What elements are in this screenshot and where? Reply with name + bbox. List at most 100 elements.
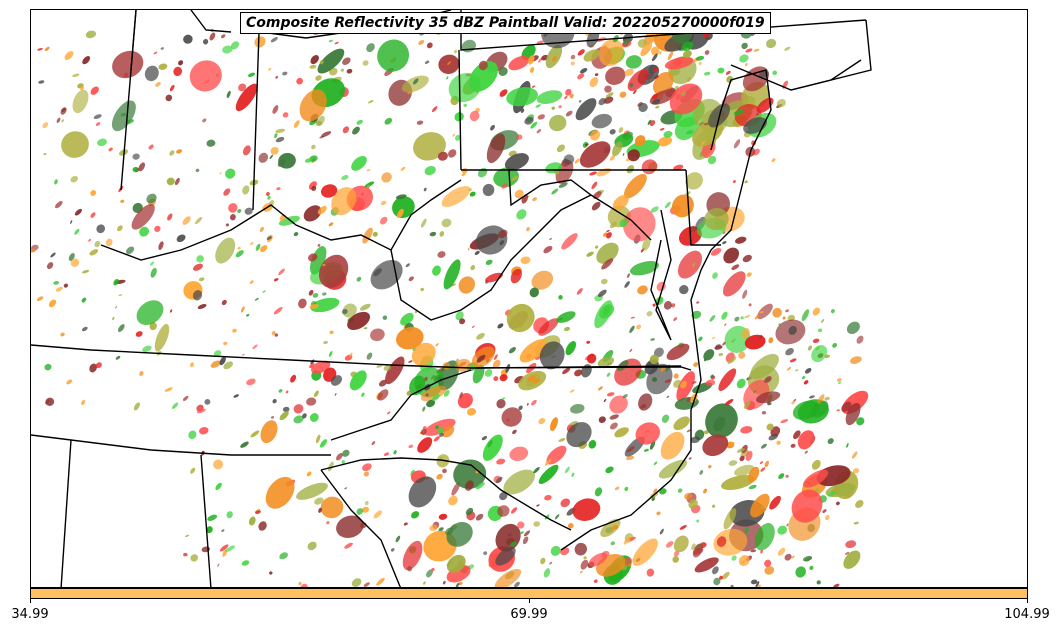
paintball-blob <box>364 181 375 188</box>
paintball-blob <box>169 150 175 156</box>
paintball-blob <box>718 352 724 357</box>
paintball-blob <box>269 571 273 575</box>
paintball-blob <box>209 32 216 41</box>
colorbar-tick-min <box>30 599 31 603</box>
paintball-blob <box>459 318 466 325</box>
paintball-blob <box>149 322 157 331</box>
paintball-blob <box>189 60 222 92</box>
paintball-blob <box>536 40 544 45</box>
paintball-blob <box>529 67 535 73</box>
paintball-blob <box>436 473 443 480</box>
paintball-blob <box>274 333 279 337</box>
paintball-blob <box>475 513 484 521</box>
paintball-blob <box>637 39 647 48</box>
paintball-blob <box>478 60 488 71</box>
reflectivity-map <box>31 10 872 587</box>
paintball-blob <box>474 250 480 256</box>
paintball-blob <box>497 505 510 517</box>
paintball-blob <box>46 262 54 270</box>
paintball-blob <box>485 272 503 283</box>
paintball-blob <box>70 220 73 224</box>
paintball-blob <box>614 427 629 438</box>
paintball-blob <box>660 37 665 41</box>
paintball-blob <box>408 444 414 449</box>
paintball-blob <box>43 152 47 156</box>
paintball-blob <box>610 541 615 546</box>
paintball-blob <box>576 288 583 295</box>
colorbar-tick-label-min: 34.99 <box>11 607 49 622</box>
paintball-blob <box>750 549 757 553</box>
paintball-blob <box>803 469 829 488</box>
paintball-blob <box>158 241 164 250</box>
paintball-blob <box>126 246 135 255</box>
paintball-blob <box>704 208 729 231</box>
paintball-blob <box>247 72 256 77</box>
paintball-blob <box>627 149 640 162</box>
paintball-blob <box>176 234 186 243</box>
paintball-blob <box>144 65 159 82</box>
paintball-blob <box>618 127 624 133</box>
paintball-blob <box>176 149 183 154</box>
paintball-blob <box>317 243 321 247</box>
paintball-blob <box>574 369 583 377</box>
paintball-blob <box>482 183 495 197</box>
paintball-blob <box>363 471 370 477</box>
paintball-blob <box>300 583 308 587</box>
paintball-blob <box>328 39 333 43</box>
paintball-blob <box>502 397 506 400</box>
nc-va-border <box>475 366 692 371</box>
paintball-blob <box>600 278 608 285</box>
paintball-blob <box>532 378 541 384</box>
sc-ga-border <box>320 469 401 587</box>
paintball-blob <box>293 415 304 424</box>
paintball-blob <box>543 568 551 578</box>
long-island <box>790 59 862 91</box>
paintball-blob <box>95 122 101 127</box>
paintball-blob <box>659 528 664 535</box>
paintball-blob <box>366 169 371 172</box>
paintball-blob <box>342 57 351 66</box>
paintball-blob <box>673 373 679 379</box>
paintball-blob <box>272 105 279 114</box>
paintball-blob <box>331 187 357 216</box>
paintball-blob <box>623 536 631 545</box>
paintball-blob <box>81 399 86 406</box>
paintball-blob <box>420 218 427 228</box>
paintball-blob <box>795 369 799 372</box>
paintball-blob <box>643 448 649 452</box>
paintball-blob <box>228 203 238 213</box>
paintball-blob <box>362 227 373 244</box>
paintball-blob <box>340 68 345 72</box>
paintball-blob <box>686 429 691 433</box>
paintball-blob <box>579 141 611 168</box>
paintball-blob <box>273 278 279 282</box>
paintball-blob <box>795 566 807 578</box>
paintball-blob <box>671 194 694 218</box>
colorbar-tick-label-max: 104.99 <box>1004 607 1050 622</box>
paintball-blob <box>744 314 751 319</box>
paintball-blob <box>609 221 617 229</box>
paintball-blob <box>393 450 397 455</box>
paintball-blob <box>362 463 372 472</box>
paintball-blob <box>744 180 748 184</box>
paintball-blob <box>569 93 574 99</box>
paintball-blob <box>445 527 454 536</box>
paintball-blob <box>309 413 319 422</box>
paintball-blob <box>469 191 476 197</box>
paintball-blob <box>565 110 573 117</box>
paintball-blob <box>605 92 614 98</box>
paintball-blob <box>699 469 704 475</box>
paintball-blob <box>530 121 538 129</box>
paintball-blob <box>532 197 537 202</box>
paintball-blob <box>351 155 367 171</box>
paintball-blob <box>600 518 621 538</box>
paintball-blob <box>659 51 662 55</box>
paintball-blob <box>320 496 344 519</box>
paintball-blob <box>544 458 552 466</box>
paintball-blob <box>593 579 598 583</box>
paintball-blob <box>255 510 261 514</box>
paintball-blob <box>514 189 524 199</box>
paintball-blob <box>268 67 272 71</box>
paintball-blob <box>523 530 531 537</box>
paintball-blob <box>741 42 748 50</box>
